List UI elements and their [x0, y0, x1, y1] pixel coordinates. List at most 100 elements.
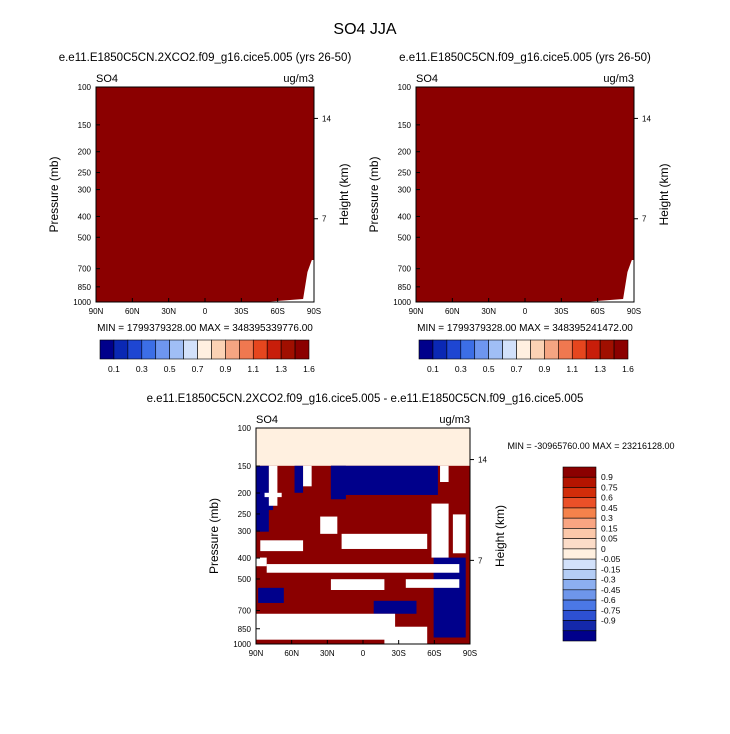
colorbar-label: 1.1: [247, 364, 259, 374]
y-tick-label: 500: [398, 233, 412, 242]
x-tick-label: 30S: [554, 307, 568, 316]
x-tick-label: 30S: [234, 307, 248, 316]
colorbar-box: [562, 548, 597, 560]
colorbar-label: 0.3: [601, 513, 613, 523]
blank-region: [405, 579, 460, 588]
field-fill: [96, 87, 314, 302]
colorbar-box: [562, 558, 597, 570]
colorbar-box: [599, 339, 615, 360]
neutral-layer: [256, 428, 470, 466]
units-label: ug/m3: [603, 73, 634, 85]
x-tick-label: 0: [203, 307, 208, 316]
colorbar-label: -0.45: [601, 585, 621, 595]
y-tick-label: 400: [398, 212, 412, 221]
colorbar-label: -0.9: [601, 616, 616, 626]
colorbar-box: [562, 620, 597, 632]
blank-region: [256, 613, 396, 640]
colorbar-box: [562, 497, 597, 509]
right-axis-label: Height (km): [337, 163, 351, 225]
colorbar-box: [127, 339, 143, 360]
colorbar-box: [562, 579, 597, 591]
x-tick-label: 0: [523, 307, 528, 316]
y-tick-label: 300: [398, 186, 412, 195]
colorbar-label: 0.3: [136, 364, 148, 374]
x-tick-label: 90S: [627, 307, 641, 316]
colorbar-box: [141, 339, 157, 360]
colorbar-box: [488, 339, 503, 360]
panel-title: e.e11.E1850C5CN.2XCO2.f09_g16.cice5.005 …: [59, 52, 352, 64]
colorbar-label: -0.15: [601, 564, 621, 574]
blank-region: [320, 516, 338, 534]
x-tick-label: 90N: [89, 307, 104, 316]
colorbar-label: 0.45: [601, 503, 618, 513]
right-axis-label: Height (km): [493, 505, 507, 567]
y-tick-label: 400: [238, 554, 252, 563]
y-tick-label: 200: [398, 148, 412, 157]
colorbar-box: [155, 339, 170, 360]
y-tick-label: 850: [398, 283, 412, 292]
colorbar-label: 0.6: [601, 493, 613, 503]
colorbar-label: 1.6: [303, 364, 315, 374]
colorbar-label: 1.3: [594, 364, 606, 374]
blank-region: [330, 579, 385, 590]
colorbar-label: -0.05: [601, 554, 621, 564]
stats-text: MIN = 1799379328.00 MAX = 348395339776.0…: [97, 323, 313, 334]
colorbar-label: 0.7: [192, 364, 204, 374]
y-tick-label: 700: [78, 265, 92, 274]
colorbar-label: 0.05: [601, 534, 618, 544]
panel-title: e.e11.E1850C5CN.f09_g16.cice5.005 (yrs 2…: [399, 52, 651, 64]
panel-title: e.e11.E1850C5CN.2XCO2.f09_g16.cice5.005 …: [147, 393, 584, 405]
colorbar-box: [562, 476, 597, 488]
field-fill: [416, 87, 634, 302]
x-tick-label: 30N: [161, 307, 176, 316]
blank-region: [384, 626, 428, 644]
x-tick-label: 90N: [409, 307, 424, 316]
right-tick-label: 14: [478, 456, 487, 465]
colorbar-2xco2: 0.1 0.3 0.5 0.7 0.9 1.1 1.3 1.6: [99, 339, 315, 374]
x-tick-label: 60N: [125, 307, 140, 316]
colorbar-label: 0.9: [601, 472, 613, 482]
colorbar-box: [197, 339, 212, 360]
x-tick-label: 30N: [320, 649, 335, 658]
colorbar-box: [446, 339, 462, 360]
y-axis-label: Pressure (mb): [367, 156, 381, 232]
colorbar-box: [562, 517, 597, 529]
right-axis-label: Height (km): [657, 163, 671, 225]
colorbar-box: [562, 538, 597, 550]
colorbar-box: [225, 339, 240, 360]
colorbar-box: [474, 339, 489, 360]
colorbar-difference: 0.90.750.60.450.30.150.050-0.05-0.15-0.3…: [562, 466, 621, 642]
negative-region: [258, 587, 284, 603]
x-tick-label: 90S: [463, 649, 477, 658]
y-tick-label: 1000: [393, 298, 411, 307]
y-tick-label: 150: [238, 462, 252, 471]
colorbar-label: 0.1: [427, 364, 439, 374]
y-tick-label: 1000: [73, 298, 91, 307]
y-tick-label: 850: [78, 283, 92, 292]
x-tick-label: 90N: [249, 649, 264, 658]
x-tick-label: 60N: [445, 307, 460, 316]
negative-region: [373, 600, 417, 614]
colorbar-label: 0.9: [219, 364, 231, 374]
panel-control: e.e11.E1850C5CN.f09_g16.cice5.005 (yrs 2…: [367, 52, 671, 334]
colorbar-box: [571, 339, 587, 360]
blank-region: [303, 465, 312, 487]
right-tick-label: 7: [642, 215, 647, 224]
y-tick-label: 200: [78, 148, 92, 157]
colorbar-label: 1.1: [566, 364, 578, 374]
blank-region: [431, 503, 449, 558]
colorbar-label: -0.75: [601, 605, 621, 615]
colorbar-box: [432, 339, 448, 360]
y-tick-label: 700: [398, 265, 412, 274]
right-tick-label: 7: [478, 556, 483, 565]
blank-region: [260, 540, 304, 552]
right-tick-label: 14: [642, 114, 651, 123]
colorbar-box: [562, 630, 597, 642]
colorbar-box: [530, 339, 545, 360]
stats-text: MIN = 1799379328.00 MAX = 348395241472.0…: [417, 323, 633, 334]
colorbar-box: [460, 339, 476, 360]
y-tick-label: 1000: [233, 640, 251, 649]
units-label: ug/m3: [283, 73, 314, 85]
colorbar-box: [562, 466, 597, 478]
